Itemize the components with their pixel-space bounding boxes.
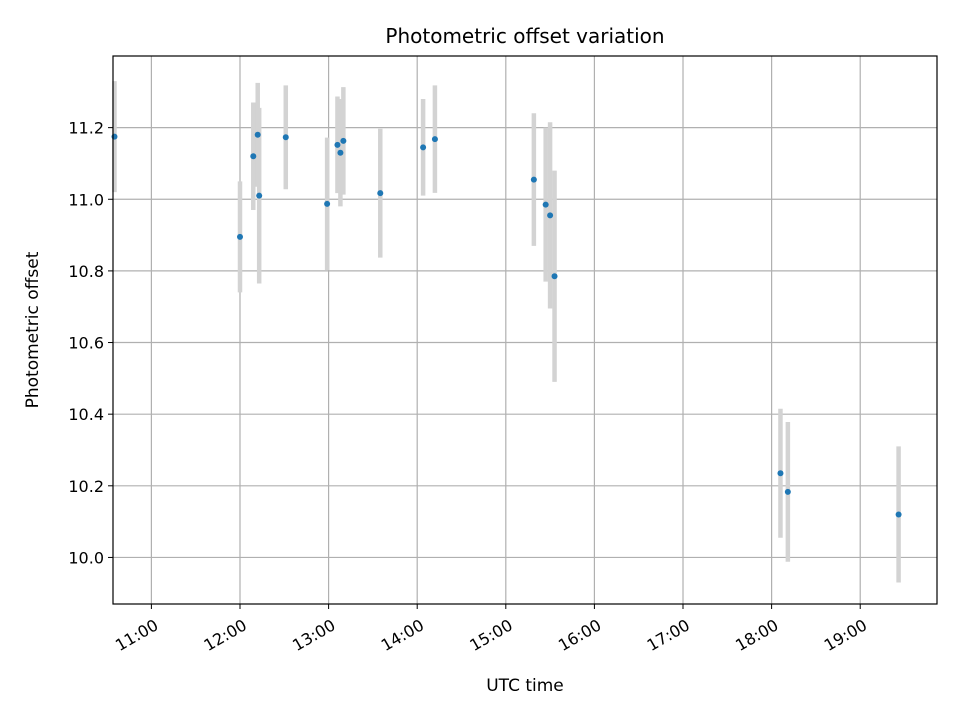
grid — [113, 56, 937, 604]
data-point — [542, 201, 549, 208]
y-axis-label: Photometric offset — [23, 251, 43, 408]
x-tick-label: 19:00 — [821, 615, 870, 655]
x-tick-label: 16:00 — [555, 615, 604, 655]
data-points — [111, 131, 902, 518]
x-tick-label: 11:00 — [112, 615, 161, 655]
x-axis-ticks: 11:00 12:00 13:00 14:00 15:00 16:00 17:00 18:00… — [112, 604, 870, 655]
data-point — [337, 149, 344, 156]
data-point — [777, 470, 784, 477]
y-tick-label: 10.2 — [68, 477, 104, 496]
x-tick-label: 18:00 — [732, 615, 781, 655]
data-point — [111, 133, 118, 140]
data-point — [551, 273, 558, 280]
data-point — [895, 511, 902, 518]
y-tick-label: 10.4 — [68, 405, 104, 424]
x-tick-label: 12:00 — [201, 615, 250, 655]
x-axis-label: UTC time — [486, 676, 564, 696]
y-axis-ticks: 10.0 10.2 10.4 10.6 10.8 11.0 11.2 — [68, 119, 113, 567]
data-point — [340, 137, 347, 144]
error-bars — [112, 81, 901, 583]
data-point — [254, 131, 261, 138]
y-tick-label: 10.0 — [68, 548, 104, 567]
data-point — [377, 190, 384, 197]
data-point — [420, 144, 427, 151]
data-point — [282, 134, 289, 141]
x-tick-label: 13:00 — [289, 615, 338, 655]
data-point — [250, 153, 257, 160]
data-point — [431, 136, 438, 143]
y-tick-label: 11.2 — [68, 119, 104, 138]
data-point — [256, 192, 263, 199]
data-point — [530, 176, 537, 183]
plot-frame — [112, 55, 938, 605]
x-tick-label: 15:00 — [466, 615, 515, 655]
y-tick-label: 11.0 — [68, 190, 104, 209]
chart-title: Photometric offset variation — [385, 24, 664, 48]
y-tick-label: 10.8 — [68, 262, 104, 281]
data-point — [547, 212, 554, 219]
data-point — [334, 141, 341, 148]
x-tick-label: 14:00 — [378, 615, 427, 655]
x-tick-label: 17:00 — [644, 615, 693, 655]
data-point — [324, 200, 331, 207]
data-point — [784, 488, 791, 495]
data-point — [236, 233, 243, 240]
y-tick-label: 10.6 — [68, 334, 104, 353]
